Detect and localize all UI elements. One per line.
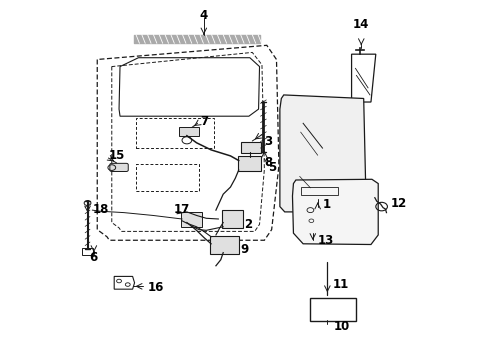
Text: 7: 7	[200, 115, 209, 128]
FancyBboxPatch shape	[210, 236, 239, 254]
Text: 4: 4	[200, 9, 208, 22]
Text: 6: 6	[90, 252, 98, 265]
Text: 10: 10	[334, 320, 350, 333]
Text: 12: 12	[391, 197, 407, 210]
Text: 15: 15	[108, 149, 125, 162]
Text: 8: 8	[265, 157, 272, 170]
Text: 18: 18	[93, 203, 109, 216]
Text: 3: 3	[265, 135, 272, 148]
Text: 14: 14	[353, 18, 369, 31]
Text: 11: 11	[332, 278, 348, 291]
FancyBboxPatch shape	[241, 142, 262, 153]
Text: 9: 9	[240, 243, 248, 256]
Text: 16: 16	[148, 281, 165, 294]
Polygon shape	[293, 179, 378, 244]
Polygon shape	[280, 95, 366, 212]
FancyBboxPatch shape	[238, 156, 262, 171]
Text: 13: 13	[318, 234, 334, 247]
FancyBboxPatch shape	[179, 127, 199, 136]
Text: 2: 2	[244, 218, 252, 231]
Text: 5: 5	[268, 161, 276, 174]
FancyBboxPatch shape	[181, 212, 202, 227]
FancyBboxPatch shape	[222, 210, 243, 228]
Text: 1: 1	[322, 198, 331, 211]
Text: 17: 17	[174, 203, 190, 216]
FancyBboxPatch shape	[110, 163, 128, 171]
